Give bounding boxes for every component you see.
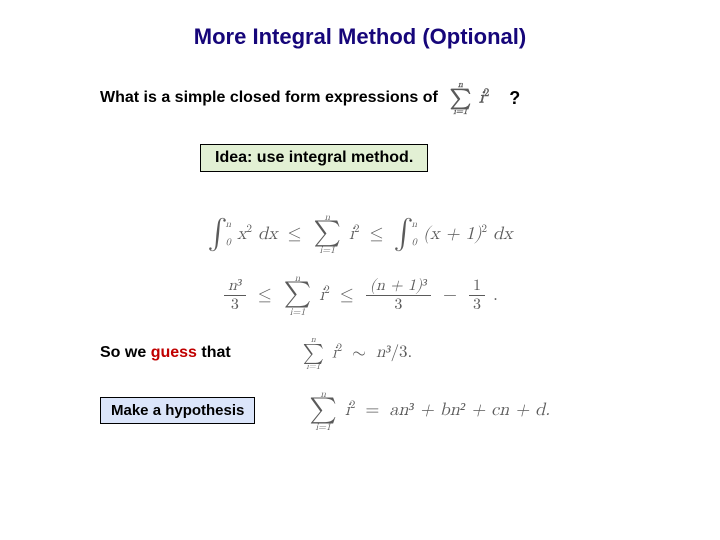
frac-bar [469, 295, 485, 296]
sum-mid: n ∑ i=1 [314, 212, 341, 255]
idea-box: Idea: use integral method. [200, 144, 428, 172]
hyp-rhs: an³ + bn² + cn + d. [389, 399, 550, 421]
int-upper: n [411, 219, 417, 229]
sum-lower: i=1 [453, 107, 467, 116]
minus: − [443, 284, 457, 306]
le-1: ≤ [258, 284, 272, 306]
frac-bar [366, 295, 431, 296]
sum-icon: n ∑ i=1 [309, 389, 336, 432]
sum-lower: i=1 [306, 362, 320, 371]
le-1: ≤ [288, 223, 302, 245]
int-right-body: (x + 1)2 dx [423, 223, 512, 245]
eq: = [365, 399, 379, 421]
sigma-icon: ∑ [303, 344, 324, 362]
guess-row: So we guess that n ∑ i=1 i2 ∼ n³/3. [100, 335, 660, 371]
period: . [493, 284, 498, 306]
inequality-2-math: n³ 3 ≤ n ∑ i=1 i2 ≤ (n + 1)³ 3 − 1 3 [222, 273, 498, 316]
sum-icon: n ∑ i=1 [303, 335, 324, 371]
question-mark: ? [509, 88, 520, 109]
sum-term: i2 [345, 399, 356, 421]
inequality-1: ∫ n 0 x2 dx ≤ n ∑ i=1 i2 ≤ ∫ n 0 [60, 212, 660, 255]
hypothesis-box: Make a hypothesis [100, 397, 255, 424]
sum-lower: i=1 [319, 245, 335, 255]
frac-den: 3 [390, 297, 406, 313]
sum-term: i2 [319, 284, 330, 306]
frac-den: 3 [469, 297, 485, 313]
page-title: More Integral Method (Optional) [60, 24, 660, 50]
sum-term: i2 [332, 342, 342, 364]
int-bounds: n 0 [225, 219, 231, 247]
integral-icon: ∫ [394, 221, 414, 245]
integral-right: ∫ n 0 [394, 221, 418, 247]
sigma-icon: ∑ [309, 399, 336, 422]
inequality-1-math: ∫ n 0 x2 dx ≤ n ∑ i=1 i2 ≤ ∫ n 0 [207, 212, 512, 255]
le-2: ≤ [340, 284, 354, 306]
sigma-icon: ∑ [284, 283, 311, 306]
sum-lower: i=1 [315, 422, 331, 432]
frac-bar [224, 295, 246, 296]
frac-a: n³ 3 [224, 278, 246, 313]
sum-mid: n ∑ i=1 [284, 273, 311, 316]
guess-prefix: So we [100, 344, 151, 361]
integral-icon: ∫ [207, 221, 227, 245]
int-left-body: x2 dx [237, 223, 278, 245]
sim: ∼ [352, 342, 366, 364]
guess-rhs: n³/3. [376, 342, 412, 363]
sum-term: i2 [349, 223, 360, 245]
sum-icon: n ∑ i=1 [450, 80, 471, 116]
sum-lower: i=1 [290, 307, 306, 317]
idea-box-wrap: Idea: use integral method. [60, 144, 660, 194]
integral-left: ∫ n 0 [207, 221, 231, 247]
frac-b: (n + 1)³ 3 [366, 278, 431, 313]
sum-term: i2 [479, 87, 489, 109]
prompt-formula: n ∑ i=1 i2 [448, 80, 489, 116]
sigma-icon: ∑ [450, 89, 471, 107]
inequality-2: n³ 3 ≤ n ∑ i=1 i2 ≤ (n + 1)³ 3 − 1 3 [60, 273, 660, 316]
guess-word: guess [151, 344, 197, 361]
prompt-text: What is a simple closed form expressions… [100, 89, 438, 107]
hypothesis-formula: n ∑ i=1 i2 = an³ + bn² + cn + d. [307, 389, 550, 432]
int-upper: n [225, 219, 231, 229]
slide: More Integral Method (Optional) What is … [0, 0, 720, 540]
frac-num: n³ [224, 278, 246, 294]
sigma-icon: ∑ [314, 222, 341, 245]
guess-suffix: that [197, 344, 231, 361]
int-lower: 0 [225, 237, 231, 247]
frac-num: 1 [469, 278, 485, 294]
hypothesis-row: Make a hypothesis n ∑ i=1 i2 = an³ + bn²… [100, 389, 660, 432]
frac-c: 1 3 [469, 278, 485, 313]
guess-formula: n ∑ i=1 i2 ∼ n³/3. [301, 335, 413, 371]
prompt-row: What is a simple closed form expressions… [100, 80, 660, 116]
guess-label: So we guess that [100, 344, 231, 362]
frac-num: (n + 1)³ [366, 278, 431, 294]
frac-den: 3 [227, 297, 243, 313]
int-bounds: n 0 [411, 219, 417, 247]
int-lower: 0 [411, 237, 417, 247]
le-2: ≤ [370, 223, 384, 245]
